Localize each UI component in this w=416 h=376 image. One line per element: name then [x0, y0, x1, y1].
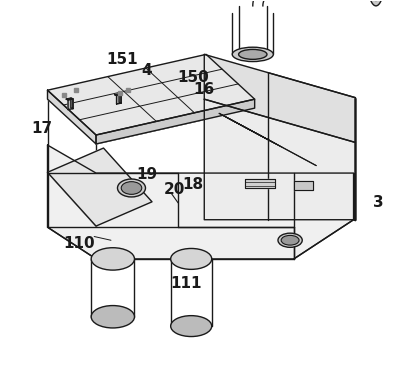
Polygon shape — [119, 94, 121, 103]
Ellipse shape — [91, 306, 134, 328]
Text: 20: 20 — [164, 182, 185, 197]
Text: 19: 19 — [136, 167, 157, 182]
Text: 4: 4 — [141, 63, 152, 78]
Text: 150: 150 — [177, 70, 209, 85]
Polygon shape — [116, 95, 121, 104]
Polygon shape — [68, 99, 73, 110]
Polygon shape — [114, 94, 121, 96]
Ellipse shape — [278, 233, 302, 247]
Text: 151: 151 — [106, 52, 138, 67]
Ellipse shape — [171, 249, 212, 269]
Text: 110: 110 — [63, 237, 95, 252]
Polygon shape — [71, 98, 73, 109]
Polygon shape — [47, 145, 354, 259]
Polygon shape — [204, 55, 355, 143]
Ellipse shape — [232, 47, 273, 62]
Ellipse shape — [281, 235, 299, 245]
Ellipse shape — [171, 315, 212, 337]
Polygon shape — [66, 98, 73, 100]
Text: 16: 16 — [193, 82, 215, 97]
Polygon shape — [204, 99, 355, 220]
Ellipse shape — [239, 49, 267, 59]
Polygon shape — [47, 55, 255, 135]
Polygon shape — [245, 179, 275, 188]
Polygon shape — [294, 180, 312, 190]
Ellipse shape — [91, 248, 134, 270]
Text: 3: 3 — [372, 196, 383, 211]
Polygon shape — [47, 90, 96, 144]
Text: 18: 18 — [183, 177, 204, 192]
Polygon shape — [96, 99, 255, 144]
Text: 17: 17 — [31, 121, 52, 136]
Text: 111: 111 — [170, 276, 201, 291]
Ellipse shape — [121, 182, 142, 194]
Ellipse shape — [369, 0, 384, 6]
Ellipse shape — [117, 179, 146, 197]
Polygon shape — [47, 148, 152, 226]
